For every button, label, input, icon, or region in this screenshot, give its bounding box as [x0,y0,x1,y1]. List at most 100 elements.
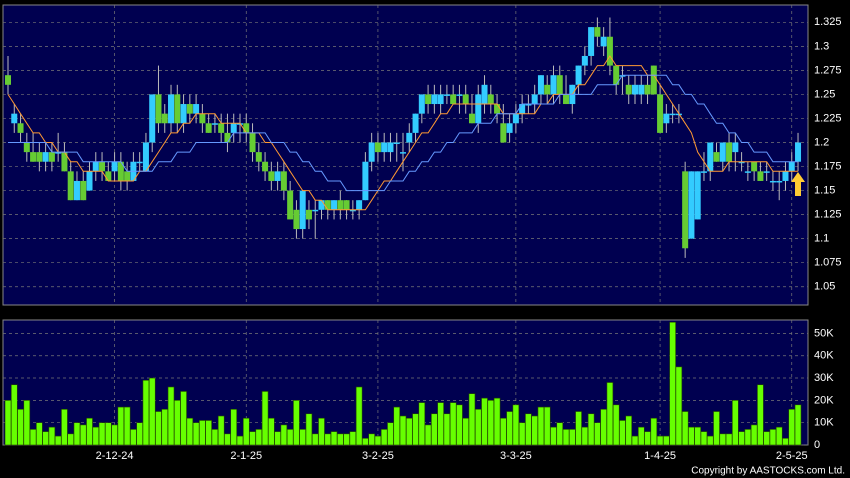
y-tick-label: 1.075 [814,257,842,269]
volume-bar [305,413,313,446]
volume-bar [537,406,545,446]
x-tick-label: 3-2-25 [362,450,394,462]
volume-bar [694,426,702,446]
volume-bar [86,417,93,446]
candle-body [575,65,582,85]
candle-body [105,171,112,181]
x-tick-label: 1-4-25 [644,450,676,462]
volume-bar [380,429,388,446]
volume-bar [268,417,275,446]
candle-body [199,113,206,124]
candle-body [462,94,469,105]
volume-bar [500,417,507,446]
candle-body [613,65,620,85]
candle-body [230,123,237,133]
volume-bar [487,400,495,446]
candle-body [174,94,181,124]
candle-body [519,104,526,114]
candle-body [337,200,344,210]
volume-bar [92,426,100,446]
volume-bar [738,431,745,446]
candle-body [782,171,789,181]
volume-bar [706,435,714,446]
candle-body [500,123,507,143]
y-tick-label: 1.225 [814,112,842,124]
volume-bar [236,435,244,446]
candle-body [475,94,482,124]
candle-body [525,104,532,106]
y-tick-label: 1.125 [814,209,842,221]
volume-bar [631,435,639,446]
volume-bar [663,435,670,446]
volume-bar [111,424,118,446]
volume-bar [54,435,62,446]
candle-body [362,161,369,201]
candle-body [719,142,726,162]
candle-body [205,123,212,133]
volume-bar [719,433,727,446]
volume-bar [468,393,476,446]
candle-body [732,142,739,153]
y-tick-label: 1.25 [814,88,835,100]
candle-body [80,180,87,201]
candle-body [393,142,400,144]
candle-body [324,200,331,210]
ma-line [8,74,798,192]
volume-bar [744,429,752,446]
candle-body [757,171,764,181]
volume-bar [794,404,802,446]
candle-body [644,84,651,95]
volume-bar [393,406,401,446]
volume-bar [242,417,250,446]
candle-body [481,84,488,105]
y-tick-label: 20K [814,394,834,406]
volume-bar [575,411,582,446]
x-tick-label: 2-5-25 [776,450,808,462]
candle-body [744,171,751,173]
volume-bar [606,382,614,446]
candle-body [726,142,733,162]
price-panel [2,4,809,306]
volume-bar [286,429,294,446]
volume-bar [161,408,169,446]
candle-body [550,75,557,95]
volume-bar [481,397,488,446]
y-tick-label: 1.05 [814,281,835,293]
volume-bar [405,417,413,446]
candle-body [418,94,425,114]
candle-body [700,171,707,173]
volume-bar [612,404,620,446]
volume-bar [123,406,131,446]
candle-body [86,171,93,191]
volume-bar [525,413,532,446]
candle-body [368,142,375,162]
volume-bar [324,433,332,446]
candle-body [650,65,657,95]
y-tick-label: 1.175 [814,160,842,172]
volume-bar [637,426,645,446]
candle-body [537,75,544,95]
volume-bar [368,433,375,446]
candle-body [763,171,770,173]
candle-body [456,94,463,96]
candle-body [305,209,312,220]
volume-bar [757,384,764,446]
candle-body [149,94,156,143]
candle-body [249,132,256,153]
volume-bar [67,433,74,446]
candle-body [117,161,124,181]
volume-bar [355,386,363,446]
volume-bar [330,431,338,446]
volume-bar [274,431,281,446]
candle-body [42,152,49,162]
candle-body [161,113,168,124]
candle-body [268,171,275,181]
y-tick-label: 1.2 [814,136,829,148]
volume-bar [562,429,570,446]
volume-bar [462,417,470,446]
volume-bar [211,429,219,446]
candle-body [73,180,80,201]
volume-bar [474,408,482,446]
volume-bar [299,429,306,446]
candle-body [544,84,551,95]
